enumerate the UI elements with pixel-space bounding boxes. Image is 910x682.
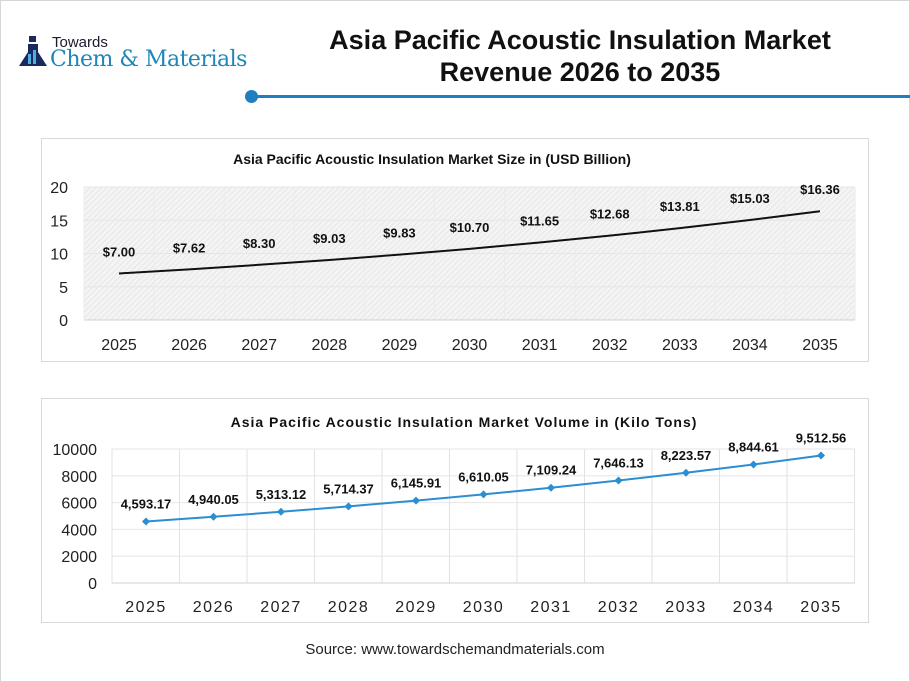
x-tick-label: 2029: [395, 599, 437, 616]
data-label: $13.81: [660, 199, 700, 214]
data-point: [547, 483, 555, 492]
title-underline: [252, 95, 910, 98]
title-line-2: Revenue 2026 to 2035: [439, 57, 721, 87]
logo-brand: Chem & Materials: [50, 47, 247, 72]
x-tick-label: 2028: [312, 337, 348, 354]
data-point: [412, 496, 420, 505]
data-label: 5,313.12: [256, 487, 307, 502]
data-label: $9.83: [383, 226, 416, 241]
x-tick-label: 2034: [733, 599, 775, 616]
page-title: Asia Pacific Acoustic Insulation Market …: [270, 24, 890, 88]
x-tick-label: 2026: [171, 337, 207, 354]
x-tick-label: 2027: [241, 337, 277, 354]
y-tick-label: 4000: [61, 522, 97, 539]
x-tick-label: 2025: [101, 337, 137, 354]
data-label: 8,223.57: [661, 448, 712, 463]
data-label: $16.36: [800, 182, 840, 197]
x-tick-label: 2035: [802, 337, 838, 354]
y-tick-label: 0: [59, 313, 68, 330]
data-point: [614, 476, 623, 485]
y-tick-label: 10000: [53, 442, 98, 459]
data-point: [209, 512, 218, 521]
x-tick-label: 2032: [598, 599, 640, 616]
logo-towards: Towards: [52, 34, 108, 51]
data-label: 4,940.05: [188, 492, 239, 507]
y-tick-label: 0: [88, 576, 97, 593]
title-dot: [245, 90, 258, 103]
data-label: $12.68: [590, 207, 630, 222]
y-tick-label: 2000: [61, 549, 97, 566]
data-point: [142, 517, 150, 526]
data-label: $11.65: [520, 214, 559, 229]
y-tick-label: 6000: [61, 496, 97, 513]
data-point: [344, 502, 353, 511]
x-tick-label: 2030: [463, 599, 505, 616]
data-label: 6,145.91: [391, 476, 442, 491]
data-label: $7.62: [173, 240, 206, 255]
data-label: 8,844.61: [728, 439, 779, 454]
data-label: 7,109.24: [526, 463, 577, 478]
x-tick-label: 2033: [665, 599, 707, 616]
data-label: $15.03: [730, 191, 770, 206]
x-tick-label: 2028: [328, 599, 370, 616]
data-point: [817, 451, 825, 460]
data-point: [749, 460, 758, 469]
volume-chart-title: Asia Pacific Acoustic Insulation Market …: [231, 414, 698, 430]
size-chart-title: Asia Pacific Acoustic Insulation Market …: [233, 151, 631, 167]
y-tick-label: 8000: [61, 469, 97, 486]
data-label: 7,646.13: [593, 456, 644, 471]
title-line-1: Asia Pacific Acoustic Insulation Market: [329, 25, 831, 55]
data-label: 4,593.17: [121, 496, 172, 511]
x-tick-label: 2032: [592, 337, 628, 354]
y-tick-label: 5: [59, 280, 68, 297]
y-tick-label: 15: [50, 213, 68, 230]
series-line: [118, 210, 821, 275]
data-point: [277, 507, 285, 516]
x-tick-label: 2031: [522, 337, 558, 354]
y-tick-label: 10: [50, 247, 68, 264]
source-text: Source: www.towardschemandmaterials.com: [305, 641, 605, 658]
data-label: $10.70: [450, 220, 490, 235]
y-tick-label: 20: [50, 180, 68, 197]
x-tick-label: 2029: [382, 337, 418, 354]
data-label: 5,714.37: [323, 481, 374, 496]
data-point: [682, 468, 690, 477]
data-label: 6,610.05: [458, 469, 509, 484]
data-label: $8.30: [243, 236, 276, 251]
x-tick-label: 2026: [193, 599, 235, 616]
data-point: [479, 490, 488, 499]
x-tick-label: 2033: [662, 337, 698, 354]
x-tick-label: 2030: [452, 337, 488, 354]
data-label: $9.03: [313, 231, 346, 246]
x-tick-label: 2031: [530, 599, 572, 616]
data-label: $7.00: [103, 244, 136, 259]
x-tick-label: 2027: [260, 599, 302, 616]
flask-icon: [19, 36, 47, 66]
x-tick-label: 2035: [800, 599, 842, 616]
data-label: 9,512.56: [796, 431, 847, 446]
x-tick-label: 2025: [125, 599, 167, 616]
x-tick-label: 2034: [732, 337, 768, 354]
